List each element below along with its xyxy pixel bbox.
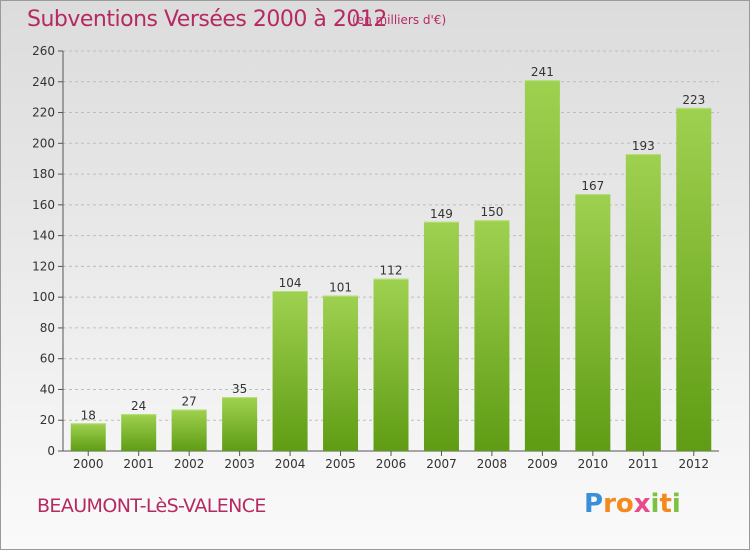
- bar-2012: [676, 107, 712, 451]
- data-label-2008: 150: [480, 205, 503, 219]
- y-tick-label: 0: [47, 444, 55, 458]
- x-tick-label-2012: 2012: [678, 457, 709, 471]
- x-tick-label-2010: 2010: [578, 457, 609, 471]
- y-tick-label: 240: [32, 75, 55, 89]
- y-tick-label: 100: [32, 290, 55, 304]
- y-tick-label: 260: [32, 44, 55, 58]
- bar-2007: [423, 221, 459, 451]
- y-tick-label: 20: [40, 413, 55, 427]
- y-tick-label: 140: [32, 229, 55, 243]
- proxiti-logo: Proxiti: [584, 489, 681, 519]
- x-tick-label-2007: 2007: [426, 457, 457, 471]
- bar-2008: [474, 220, 510, 451]
- chart-title: Subventions Versées 2000 à 2012: [27, 7, 387, 32]
- x-tick-label-2003: 2003: [224, 457, 255, 471]
- x-tick-label-2002: 2002: [174, 457, 205, 471]
- y-tick-label: 40: [40, 382, 55, 396]
- x-tick-label-2000: 2000: [73, 457, 104, 471]
- data-label-2009: 241: [531, 65, 554, 79]
- bar-2006: [373, 278, 409, 451]
- data-label-2004: 104: [279, 276, 302, 290]
- x-tick-label-2001: 2001: [123, 457, 154, 471]
- x-tick-label-2008: 2008: [477, 457, 508, 471]
- y-tick-label: 60: [40, 352, 55, 366]
- bar-2005: [323, 295, 359, 451]
- y-tick-label: 220: [32, 106, 55, 120]
- bar-2011: [625, 154, 661, 452]
- data-label-2006: 112: [380, 264, 403, 278]
- x-tick-label-2009: 2009: [527, 457, 558, 471]
- data-label-2000: 18: [81, 408, 96, 422]
- x-tick-label-2006: 2006: [376, 457, 407, 471]
- y-tick-label: 120: [32, 259, 55, 273]
- place-name: BEAUMONT-LèS-VALENCE: [37, 495, 266, 517]
- bar-2003: [222, 397, 258, 451]
- y-tick-label: 180: [32, 167, 55, 181]
- data-label-2011: 193: [632, 139, 655, 153]
- x-tick-label-2011: 2011: [628, 457, 659, 471]
- x-tick-label-2004: 2004: [275, 457, 306, 471]
- bar-2010: [575, 194, 611, 452]
- bars: [70, 80, 712, 452]
- y-tick-label: 160: [32, 198, 55, 212]
- labels: 0 20 40 60 80 100 120 140 160 180 200 220 240 260 18 20…: [32, 44, 709, 471]
- data-label-2005: 101: [329, 281, 352, 295]
- data-label-2002: 27: [182, 394, 197, 408]
- bar-2009: [524, 80, 560, 451]
- bar-2001: [121, 414, 157, 451]
- x-tick-label-2005: 2005: [325, 457, 356, 471]
- y-tick-label: 80: [40, 321, 55, 335]
- bar-2000: [70, 423, 106, 451]
- data-label-2003: 35: [232, 382, 247, 396]
- data-label-2010: 167: [581, 179, 604, 193]
- y-tick-label: 200: [32, 136, 55, 150]
- data-label-2001: 24: [131, 399, 146, 413]
- chart-subtitle: (en milliers d'€): [352, 13, 447, 27]
- data-label-2007: 149: [430, 207, 453, 221]
- bar-2002: [171, 409, 207, 451]
- bar-2004: [272, 291, 308, 451]
- data-label-2012: 223: [682, 93, 705, 107]
